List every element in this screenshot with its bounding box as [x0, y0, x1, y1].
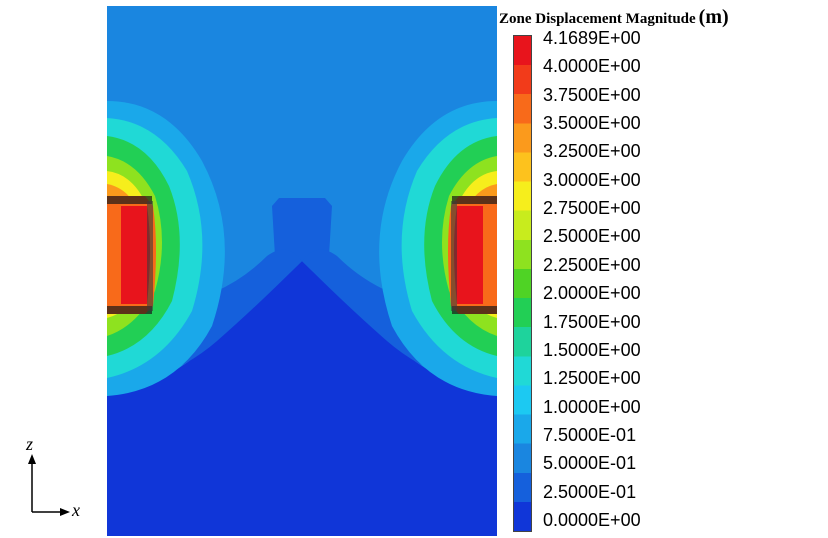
legend-label: 2.0000E+00 — [543, 283, 641, 304]
left-excavation-opening — [107, 196, 153, 314]
legend-label: 3.5000E+00 — [543, 113, 641, 134]
legend-label: 2.2500E+00 — [543, 254, 641, 275]
x-axis-arrowhead — [60, 508, 70, 516]
legend-label: 4.0000E+00 — [543, 56, 641, 77]
legend-label: 3.0000E+00 — [543, 169, 641, 190]
legend-label: 1.2500E+00 — [543, 368, 641, 389]
legend-label: 1.7500E+00 — [543, 311, 641, 332]
legend-label: 4.1689E+00 — [543, 28, 641, 48]
legend-label: 2.5000E-01 — [543, 481, 637, 502]
axis-arrows — [28, 454, 70, 516]
legend-label: 0.0000E+00 — [543, 509, 641, 530]
displacement-contour-plot — [107, 6, 497, 536]
legend-label: 2.7500E+00 — [543, 198, 641, 219]
legend-label: 3.2500E+00 — [543, 141, 641, 162]
zone-band-pillar-top — [272, 198, 332, 261]
legend-label: 1.0000E+00 — [543, 396, 641, 417]
right-excavation-field — [379, 101, 497, 396]
right-excavation-opening — [451, 196, 497, 314]
legend-label: 5.0000E-01 — [543, 453, 637, 474]
legend-label: 1.5000E+00 — [543, 339, 641, 360]
zone-band-lower — [107, 261, 497, 536]
x-axis-label: x — [72, 500, 80, 520]
axis-indicator: z x — [20, 434, 100, 530]
legend-label: 7.5000E-01 — [543, 424, 637, 445]
z-axis-label: z — [26, 434, 34, 454]
legend-unit: (m) — [698, 6, 729, 28]
legend-title: Zone Displacement Magnitude (m) — [499, 6, 729, 29]
legend-label: 2.5000E+00 — [543, 226, 641, 247]
legend-color-bar — [513, 35, 532, 532]
legend-labels: 4.1689E+00 4.0000E+00 3.7500E+00 3.5000E+00… — [543, 28, 803, 536]
legend-title-text: Zone Displacement Magnitude — [499, 11, 696, 27]
legend-label: 3.7500E+00 — [543, 84, 641, 105]
z-axis-arrowhead — [28, 454, 36, 464]
